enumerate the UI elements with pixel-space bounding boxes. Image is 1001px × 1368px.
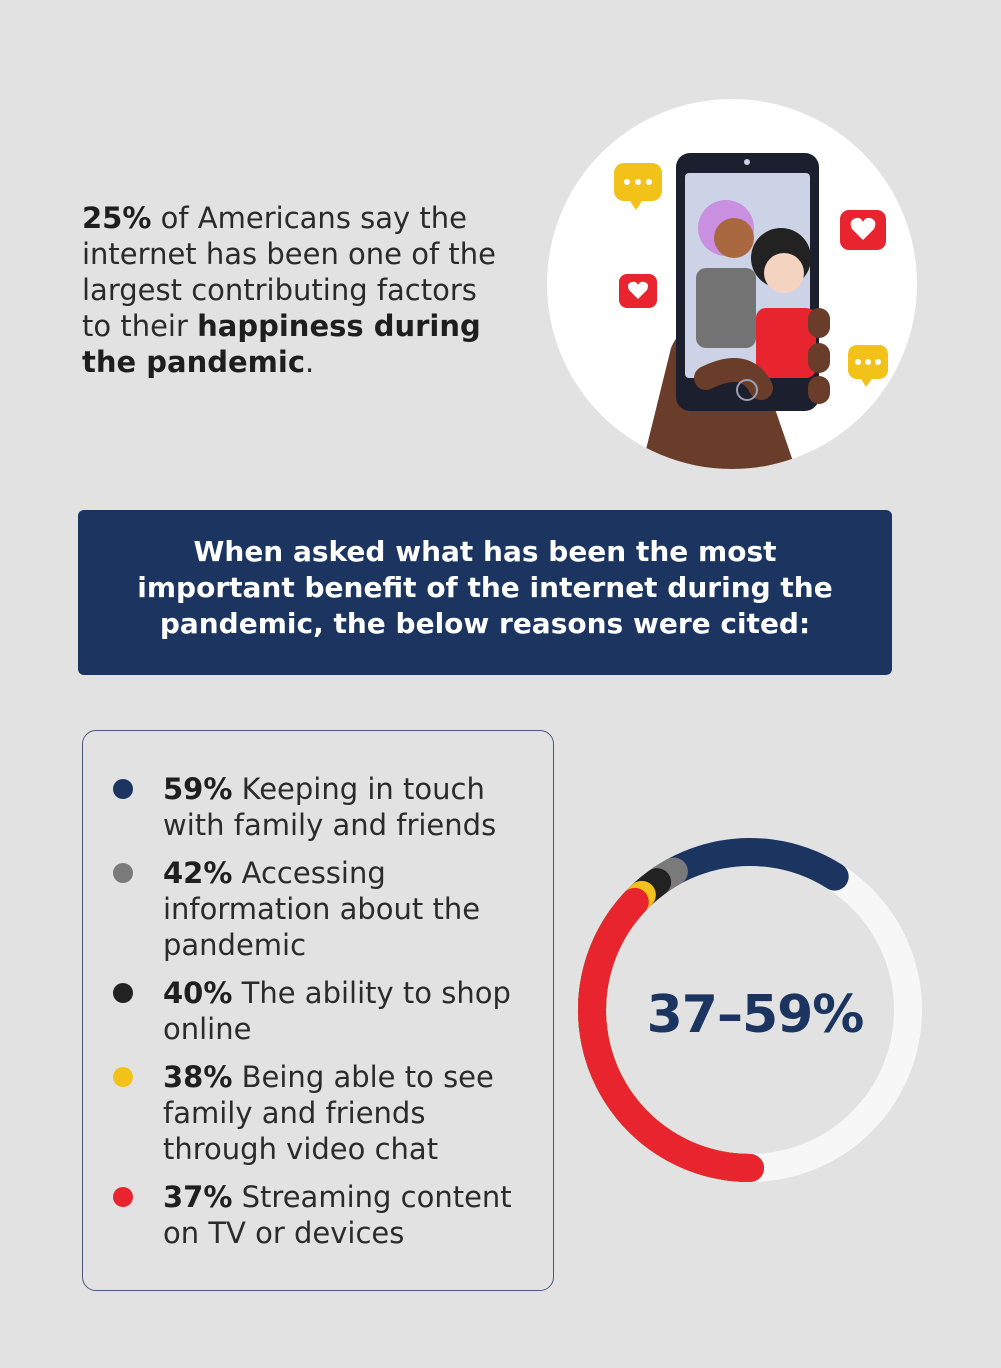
intro-percent: 25% bbox=[82, 201, 152, 235]
legend-dot bbox=[113, 863, 133, 883]
chat-bubble-icon bbox=[848, 345, 888, 387]
legend-percent: 40% bbox=[163, 976, 233, 1010]
intro-highlight: happiness during the pandemic bbox=[82, 309, 481, 379]
phone-selfie-illustration bbox=[547, 99, 917, 469]
legend-text: 42% Accessing information about the pand… bbox=[163, 855, 523, 963]
legend-text: 38% Being able to see family and friends… bbox=[163, 1059, 523, 1167]
legend-item: 40% The ability to shop online bbox=[113, 975, 533, 1047]
question-banner: When asked what has been the most import… bbox=[78, 510, 892, 675]
legend-dot bbox=[113, 1067, 133, 1087]
legend-dot bbox=[113, 1187, 133, 1207]
legend-item: 38% Being able to see family and friends… bbox=[113, 1059, 533, 1167]
legend-label: Streaming content on TV or devices bbox=[163, 1180, 512, 1250]
legend-label: The ability to shop online bbox=[163, 976, 511, 1046]
legend-label: Being able to see family and friends thr… bbox=[163, 1060, 494, 1166]
legend-item: 42% Accessing information about the pand… bbox=[113, 855, 533, 963]
heart-icon bbox=[840, 210, 886, 250]
legend-text: 40% The ability to shop online bbox=[163, 975, 523, 1047]
banner-text: When asked what has been the most import… bbox=[137, 535, 833, 640]
donut-center-label: 37–59% bbox=[646, 985, 865, 1045]
legend-item: 59% Keeping in touch with family and fri… bbox=[113, 771, 533, 843]
donut-segment bbox=[578, 887, 764, 1182]
legend-percent: 38% bbox=[163, 1060, 233, 1094]
legend-text: 59% Keeping in touch with family and fri… bbox=[163, 771, 523, 843]
intro-text: of Americans say the internet has been o… bbox=[82, 201, 496, 343]
legend-percent: 42% bbox=[163, 856, 233, 890]
legend-label: Accessing information about the pandemic bbox=[163, 856, 481, 962]
heart-icon bbox=[619, 274, 657, 308]
legend-percent: 37% bbox=[163, 1180, 233, 1214]
donut-chart bbox=[578, 838, 922, 1182]
legend-percent: 59% bbox=[163, 772, 233, 806]
intro-period: . bbox=[305, 345, 315, 379]
chat-bubble-icon bbox=[614, 163, 662, 210]
legend-dot bbox=[113, 779, 133, 799]
legend-label: Keeping in touch with family and friends bbox=[163, 772, 497, 842]
legend-dot bbox=[113, 983, 133, 1003]
legend-item: 37% Streaming content on TV or devices bbox=[113, 1179, 533, 1251]
legend-box: 59% Keeping in touch with family and fri… bbox=[82, 730, 554, 1291]
intro-statement: 25% of Americans say the internet has be… bbox=[82, 200, 502, 380]
legend-text: 37% Streaming content on TV or devices bbox=[163, 1179, 523, 1251]
